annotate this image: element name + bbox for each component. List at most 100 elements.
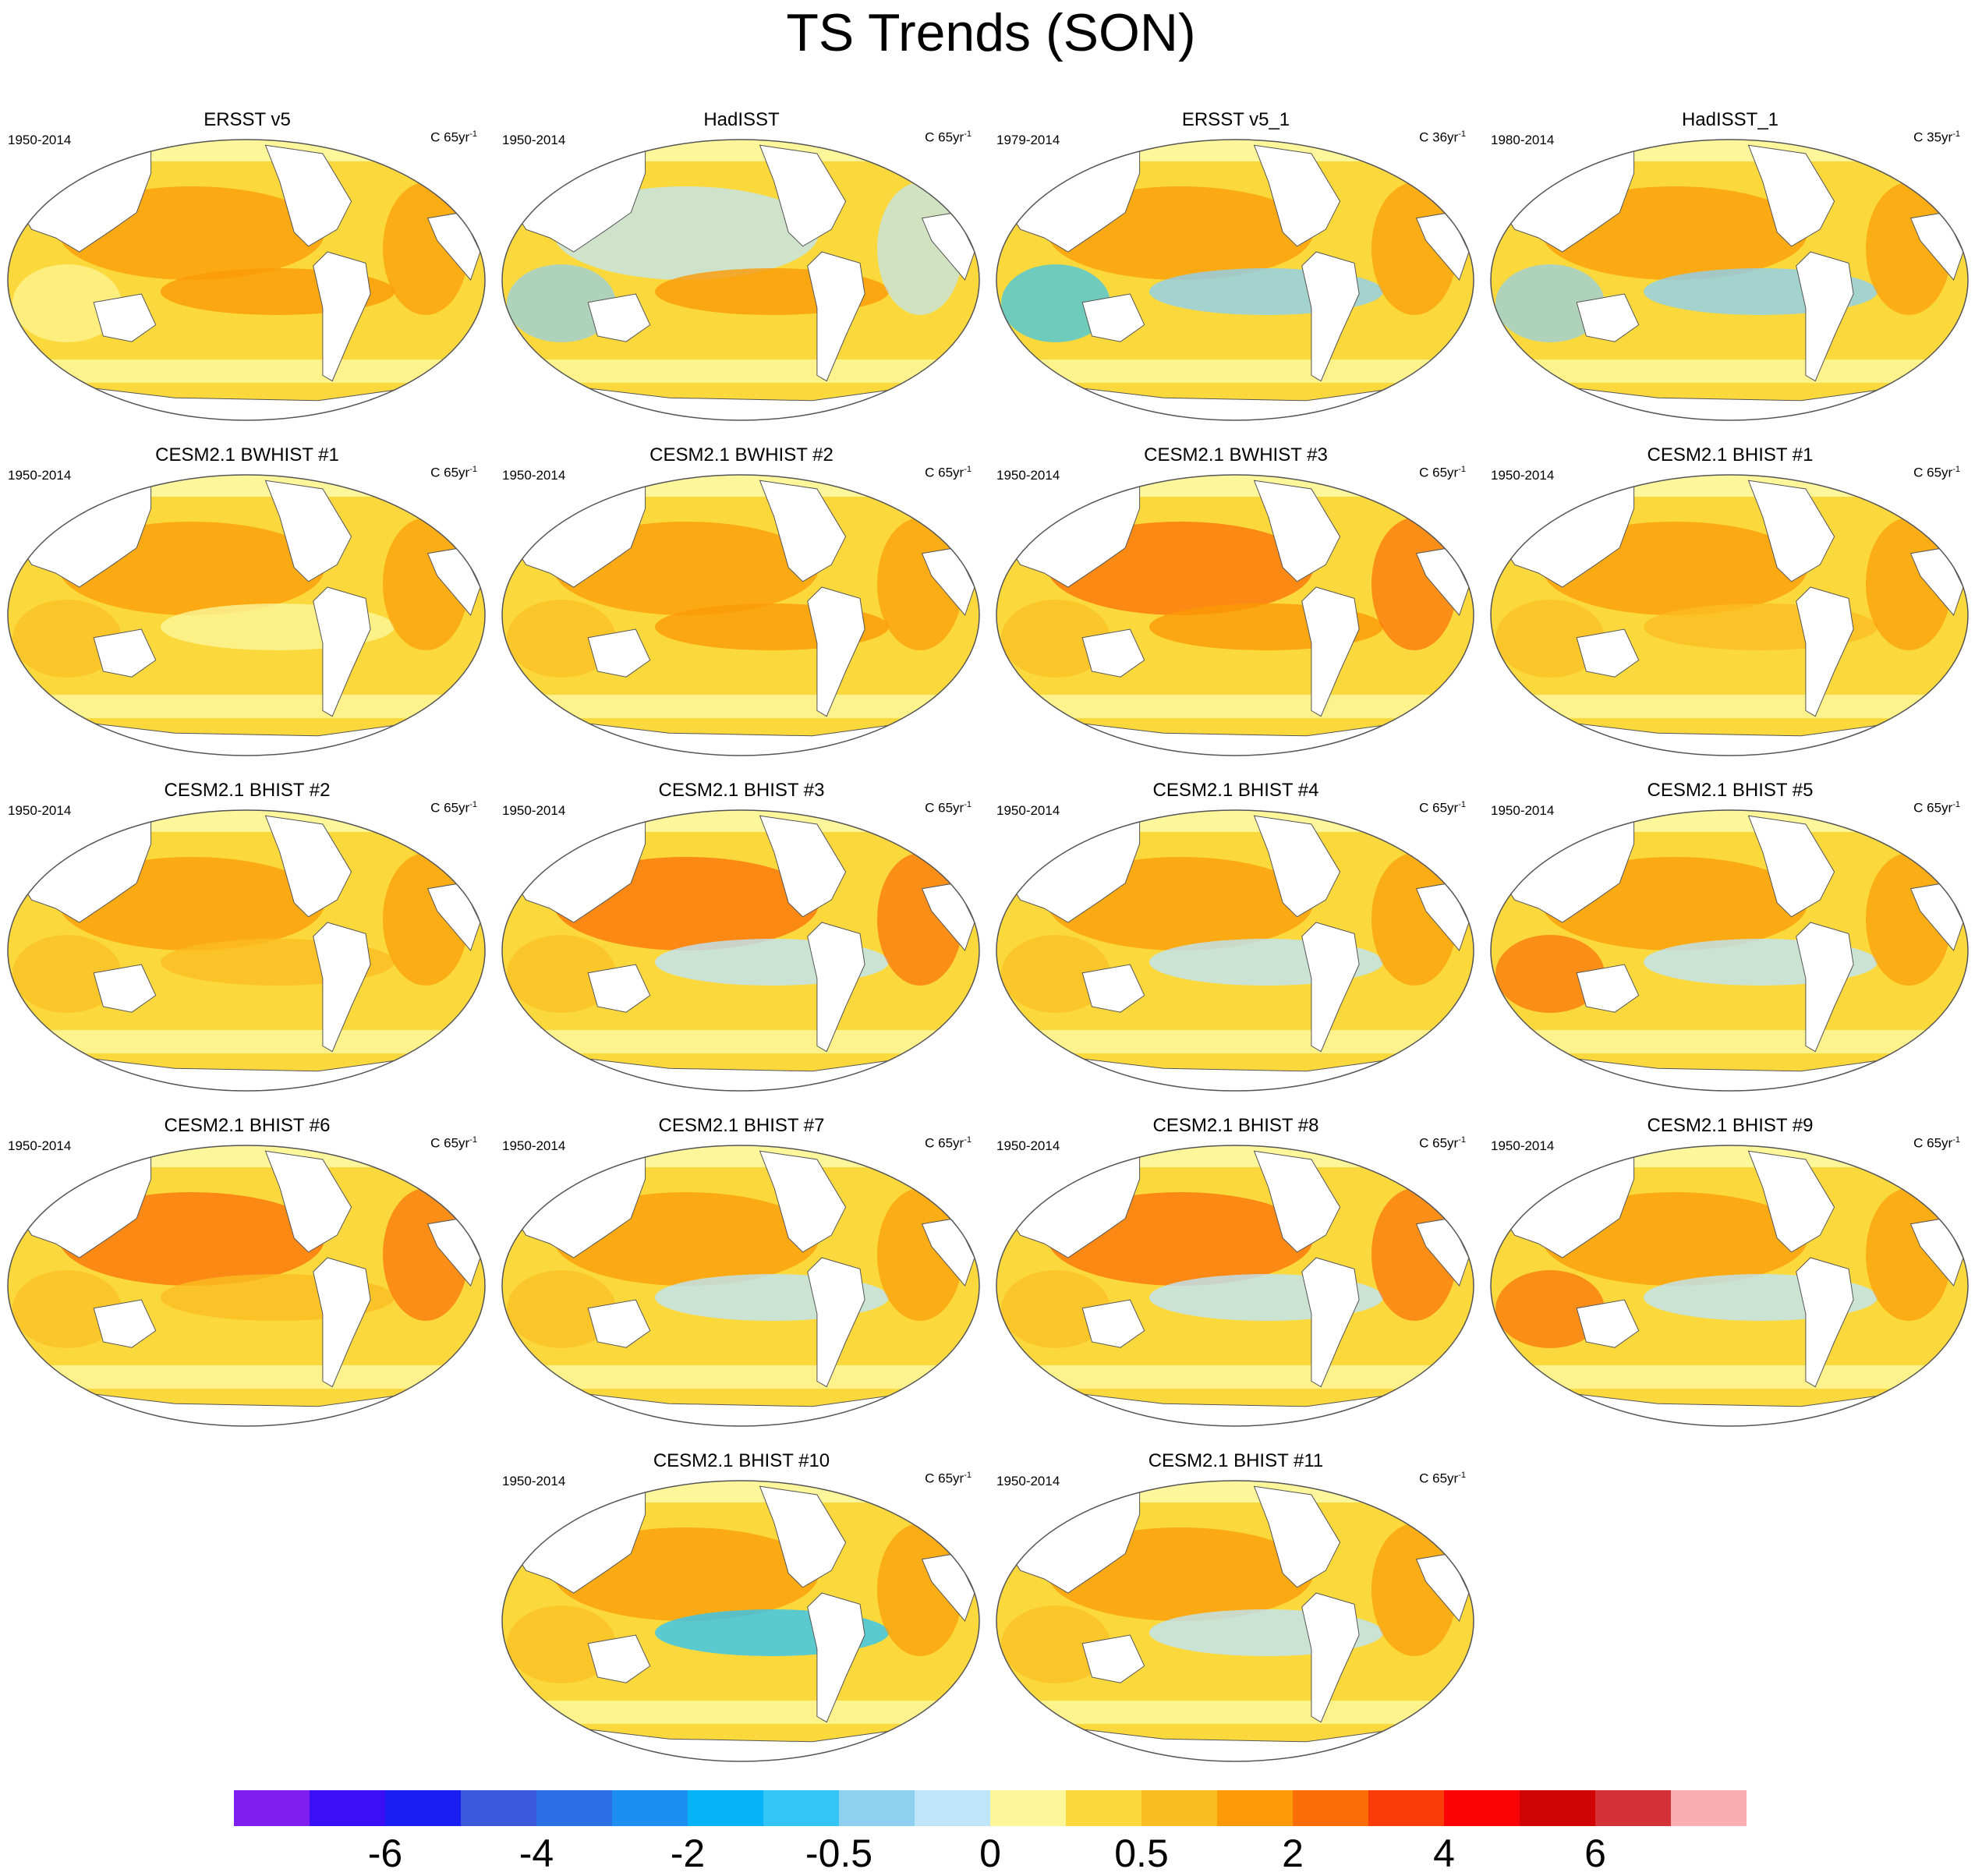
panel-units: C 65yr-1 (430, 1135, 477, 1152)
land-americaN (1747, 144, 1835, 247)
panel-period: 1950-2014 (996, 468, 1060, 483)
map-boundary (1490, 139, 1969, 421)
map-panel: CESM2.1 BHIST #7 1950-2014 C 65yr-1 (494, 1115, 989, 1438)
map-boundary (1490, 809, 1969, 1092)
units-exponent: -1 (964, 129, 972, 139)
panel-units: C 65yr-1 (1913, 1135, 1960, 1152)
arctic-band (502, 1481, 979, 1503)
units-text: C 35yr (1913, 129, 1953, 145)
panel-title: CESM2.1 BHIST #11 (1148, 1450, 1324, 1471)
map-canvas (996, 809, 1474, 1092)
southern-ocean-band (996, 695, 1474, 718)
indian-ocean-anomaly (12, 1270, 122, 1348)
map-panel: CESM2.1 BHIST #9 1950-2014 C 65yr-1 (1483, 1115, 1977, 1438)
units-exponent: -1 (1458, 465, 1466, 474)
trend-field (502, 1481, 979, 1761)
map-panel: ERSST v5 1950-2014 C 65yr-1 (0, 109, 494, 432)
land-americaS (1301, 1257, 1360, 1388)
arctic-band (996, 1481, 1474, 1503)
southern-ocean-band (996, 1030, 1474, 1053)
trend-field (502, 810, 979, 1091)
indian-ocean-anomaly (1495, 935, 1605, 1013)
panel-units: C 65yr-1 (430, 465, 477, 481)
colorbar-swatch (234, 1790, 310, 1826)
map-canvas (7, 809, 486, 1092)
indian-ocean-anomaly (507, 600, 616, 678)
map-boundary (501, 1480, 980, 1762)
map-boundary (1490, 1145, 1969, 1427)
colorbar-swatch (1520, 1790, 1596, 1826)
southern-ocean-band (996, 1701, 1474, 1724)
arctic-band (996, 810, 1474, 832)
land-australia (1576, 628, 1640, 678)
land-australia (1081, 293, 1145, 342)
map-canvas (1490, 809, 1969, 1092)
units-text: C 65yr (1419, 465, 1459, 480)
panel-title: ERSST v5 (204, 109, 291, 130)
colorbar-swatch (1444, 1790, 1520, 1826)
southern-ocean-band (1491, 695, 1968, 718)
land-americaS (807, 1592, 865, 1723)
units-text: C 65yr (430, 800, 470, 816)
colorbar-swatch (990, 1790, 1067, 1826)
arctic-band (1491, 1145, 1968, 1167)
units-text: C 65yr (1419, 1471, 1459, 1486)
trend-field (502, 140, 979, 420)
panel-period: 1950-2014 (8, 803, 72, 818)
units-text: C 65yr (430, 129, 470, 145)
panel-period: 1950-2014 (502, 1138, 566, 1153)
colorbar-swatch (1217, 1790, 1294, 1826)
units-text: C 65yr (1419, 1135, 1459, 1151)
units-exponent: -1 (964, 465, 972, 474)
southern-ocean-band (502, 1701, 979, 1724)
land-americaS (1301, 922, 1360, 1053)
trend-field (1491, 1145, 1968, 1426)
land-australia (587, 293, 651, 342)
units-text: C 65yr (1913, 465, 1953, 480)
units-text: C 65yr (1913, 1135, 1953, 1151)
colorbar-tick-label: 0.5 (1114, 1832, 1169, 1875)
units-text: C 65yr (925, 465, 964, 480)
colorbar-swatch (1066, 1790, 1142, 1826)
panel-period: 1950-2014 (996, 1138, 1060, 1153)
land-americaN (1253, 815, 1341, 918)
indian-ocean-anomaly (1001, 935, 1110, 1013)
map-canvas (501, 139, 980, 421)
land-americaN (1253, 144, 1341, 247)
units-text: C 65yr (430, 1135, 470, 1151)
panel-units: C 65yr-1 (1419, 800, 1466, 816)
map-panel: CESM2.1 BHIST #2 1950-2014 C 65yr-1 (0, 780, 494, 1103)
land-americaN (1253, 480, 1341, 582)
land-americaN (1747, 480, 1835, 582)
colorbar-tick-label: -0.5 (805, 1832, 873, 1875)
colorbar-tick-label: -4 (519, 1832, 554, 1875)
land-americaS (807, 1257, 865, 1388)
map-panel: CESM2.1 BHIST #8 1950-2014 C 65yr-1 (989, 1115, 1483, 1438)
map-panel: CESM2.1 BWHIST #3 1950-2014 C 65yr-1 (989, 444, 1483, 767)
trend-field (1491, 475, 1968, 756)
land-australia (1081, 1634, 1145, 1683)
land-americaN (1253, 1150, 1341, 1253)
units-text: C 65yr (925, 1135, 964, 1151)
land-americaS (1301, 251, 1360, 382)
map-panel: CESM2.1 BHIST #4 1950-2014 C 65yr-1 (989, 780, 1483, 1103)
indian-ocean-anomaly (1495, 600, 1605, 678)
panel-period: 1950-2014 (8, 468, 72, 483)
trend-field (996, 140, 1474, 420)
panel-title: CESM2.1 BHIST #1 (1647, 444, 1814, 465)
arctic-band (502, 475, 979, 497)
colorbar-swatch (839, 1790, 915, 1826)
arctic-band (502, 140, 979, 161)
units-text: C 65yr (925, 800, 964, 816)
land-americaS (1796, 251, 1854, 382)
southern-ocean-band (8, 359, 485, 383)
land-americaN (264, 815, 352, 918)
map-canvas (501, 1480, 980, 1762)
southern-ocean-band (1491, 359, 1968, 383)
land-americaN (759, 480, 847, 582)
arctic-band (996, 475, 1474, 497)
land-americaN (759, 1485, 847, 1588)
map-canvas (7, 139, 486, 421)
colorbar-swatch (763, 1790, 840, 1826)
